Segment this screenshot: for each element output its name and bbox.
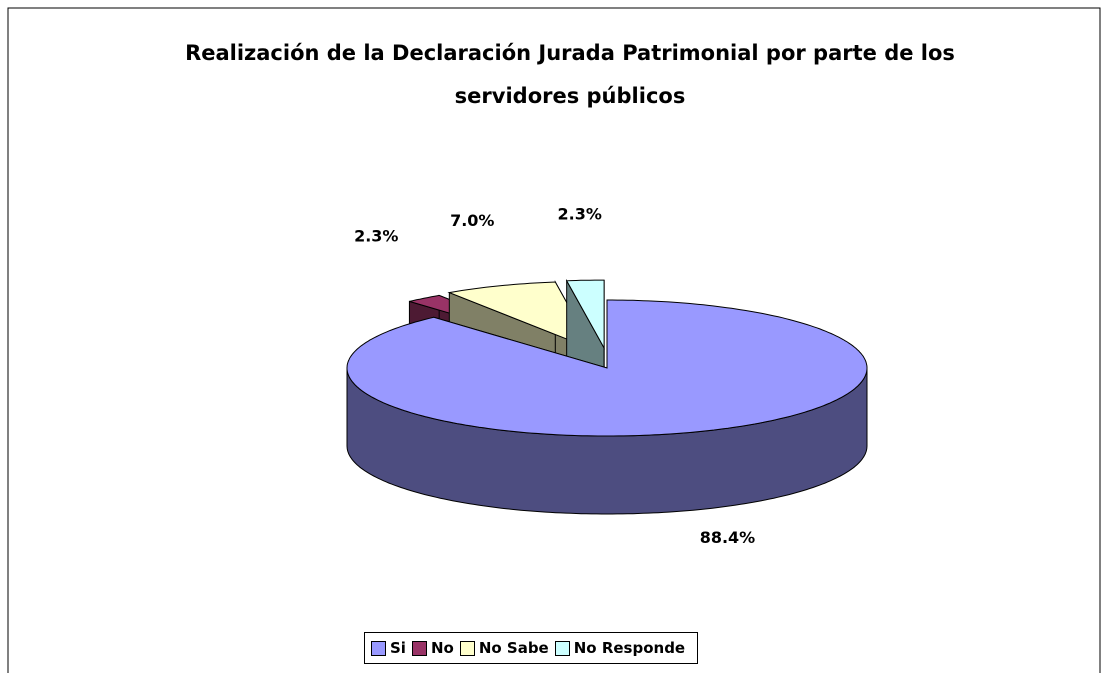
data-label: 2.3% — [354, 227, 398, 246]
legend-label: No Responde — [573, 639, 686, 657]
slice — [346, 299, 868, 437]
legend-item: No Responde — [554, 639, 686, 657]
chart-title: Realización de la Declaración Jurada Pat… — [185, 41, 955, 108]
data-label: 7.0% — [450, 211, 494, 230]
chart-frame — [7, 7, 1101, 673]
legend: Si No No Sabe No Responde — [364, 632, 699, 664]
legend-label: Si — [390, 639, 406, 657]
legend-swatch — [371, 640, 386, 656]
slice — [447, 281, 594, 351]
legend-label: No — [430, 639, 454, 657]
data-label: 88.4% — [700, 528, 756, 547]
legend-label: No Sabe — [478, 639, 549, 657]
data-label: 2.3% — [558, 204, 602, 223]
legend-item: No Sabe — [459, 639, 549, 657]
legend-swatch — [459, 640, 475, 656]
legend-item: No — [411, 639, 454, 657]
legend-item: Si — [371, 639, 406, 657]
legend-swatch — [554, 640, 570, 656]
legend-swatch — [411, 640, 427, 656]
slice — [565, 279, 605, 350]
